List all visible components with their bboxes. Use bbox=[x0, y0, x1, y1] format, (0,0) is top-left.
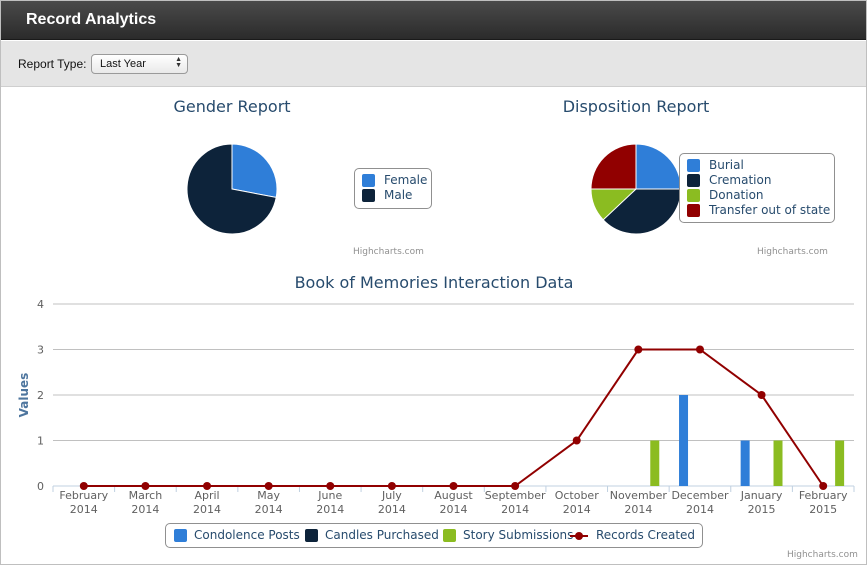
point-records-created[interactable] bbox=[449, 482, 458, 490]
disposition-pie-chart bbox=[590, 143, 682, 235]
point-records-created[interactable] bbox=[203, 482, 212, 490]
gender-slice-male[interactable] bbox=[186, 143, 277, 235]
bar-story-submissions[interactable] bbox=[650, 440, 660, 487]
gender-slice-female[interactable] bbox=[231, 143, 278, 199]
disposition-slice-burial[interactable] bbox=[635, 143, 682, 190]
disposition-chart-title: Disposition Report bbox=[562, 97, 710, 116]
disposition-legend-swatch bbox=[687, 159, 700, 172]
interaction-chart: 0 1 2 3 4 Values February 2014 March 2014 April 201… bbox=[17, 298, 855, 516]
gender-legend-swatch bbox=[362, 174, 375, 187]
x-tick-label: August 2014 bbox=[434, 489, 473, 516]
interaction-credit[interactable]: Highcharts.com bbox=[787, 550, 858, 560]
gender-credit[interactable]: Highcharts.com bbox=[353, 247, 424, 257]
disposition-legend-item-transfer-out-of-state[interactable]: Transfer out of state bbox=[709, 203, 831, 217]
y-axis-title: Values bbox=[17, 373, 31, 418]
bar-story-submissions[interactable] bbox=[835, 440, 845, 487]
y-tick-label: 2 bbox=[37, 389, 44, 402]
interaction-legend-item-story-submissions[interactable]: Story Submissions bbox=[463, 528, 574, 542]
gender-legend-item-female[interactable]: Female bbox=[384, 173, 428, 187]
bar-story-submissions[interactable] bbox=[773, 440, 783, 487]
x-tick-label: July 2014 bbox=[378, 489, 406, 516]
disposition-legend bbox=[679, 153, 835, 223]
disposition-credit[interactable]: Highcharts.com bbox=[757, 247, 828, 257]
disposition-legend-swatch bbox=[687, 174, 700, 187]
disposition-legend-swatch bbox=[687, 204, 700, 217]
report-type-value: Last Year bbox=[100, 58, 146, 70]
interaction-legend-swatch bbox=[174, 529, 187, 542]
point-records-created[interactable] bbox=[79, 482, 88, 490]
bar-condolence-posts[interactable] bbox=[679, 395, 689, 486]
x-tick-label: April 2014 bbox=[193, 489, 221, 516]
legend-line-marker bbox=[570, 532, 588, 540]
gender-legend-swatch bbox=[362, 189, 375, 202]
report-type-select[interactable]: Last Year ▲ ▼ bbox=[91, 54, 188, 74]
interaction-legend-item-condolence-posts[interactable]: Condolence Posts bbox=[194, 528, 300, 542]
x-tick-label: January 2015 bbox=[740, 489, 783, 516]
x-tick-label: November 2014 bbox=[610, 489, 668, 516]
point-records-created[interactable] bbox=[572, 436, 581, 445]
x-tick-label: May 2014 bbox=[255, 489, 283, 516]
interaction-legend-swatch bbox=[305, 529, 318, 542]
select-updown-icon: ▲ ▼ bbox=[175, 56, 182, 69]
point-records-created[interactable] bbox=[634, 345, 643, 354]
line-records-created[interactable] bbox=[83, 348, 825, 487]
point-records-created[interactable] bbox=[141, 482, 150, 490]
x-tick-label: December 2014 bbox=[671, 489, 729, 516]
y-tick-label: 4 bbox=[37, 298, 44, 311]
bar-condolence-posts[interactable] bbox=[740, 440, 750, 487]
point-records-created[interactable] bbox=[326, 482, 335, 490]
interaction-legend bbox=[165, 523, 703, 548]
y-tick-label: 1 bbox=[37, 435, 44, 448]
gender-chart-title: Gender Report bbox=[173, 97, 291, 116]
gender-legend-item-male[interactable]: Male bbox=[384, 188, 413, 202]
interaction-chart-title: Book of Memories Interaction Data bbox=[294, 273, 574, 292]
disposition-legend-item-cremation[interactable]: Cremation bbox=[709, 173, 772, 187]
disposition-legend-item-donation[interactable]: Donation bbox=[709, 188, 764, 202]
x-tick-label: February 2015 bbox=[799, 489, 848, 516]
gender-legend bbox=[354, 168, 432, 209]
y-tick-label: 3 bbox=[37, 344, 44, 357]
window-title: Record Analytics bbox=[26, 11, 157, 28]
report-type-label: Report Type: bbox=[18, 57, 87, 71]
y-tick-label: 0 bbox=[37, 480, 44, 493]
point-records-created[interactable] bbox=[757, 391, 766, 399]
x-tick-label: June 2014 bbox=[316, 489, 344, 516]
point-records-created[interactable] bbox=[511, 482, 520, 490]
x-tick-label: September 2014 bbox=[485, 489, 546, 516]
title-bar: Record Analytics bbox=[1, 1, 866, 40]
interaction-legend-swatch bbox=[443, 529, 456, 542]
point-records-created[interactable] bbox=[695, 345, 704, 354]
disposition-slice-transfer-out-of-state[interactable] bbox=[590, 143, 637, 190]
x-tick-label: February 2014 bbox=[59, 489, 108, 516]
interaction-legend-item-records-created[interactable]: Records Created bbox=[596, 528, 696, 542]
interaction-legend-item-candles-purchased[interactable]: Candles Purchased bbox=[325, 528, 439, 542]
point-records-created[interactable] bbox=[264, 482, 273, 490]
disposition-legend-item-burial[interactable]: Burial bbox=[709, 158, 744, 172]
point-records-created[interactable] bbox=[387, 482, 396, 490]
x-tick-label: March 2014 bbox=[129, 489, 163, 516]
point-records-created[interactable] bbox=[819, 482, 828, 490]
disposition-legend-swatch bbox=[687, 189, 700, 202]
gender-pie-chart bbox=[186, 143, 278, 235]
x-tick-label: October 2014 bbox=[555, 489, 599, 516]
